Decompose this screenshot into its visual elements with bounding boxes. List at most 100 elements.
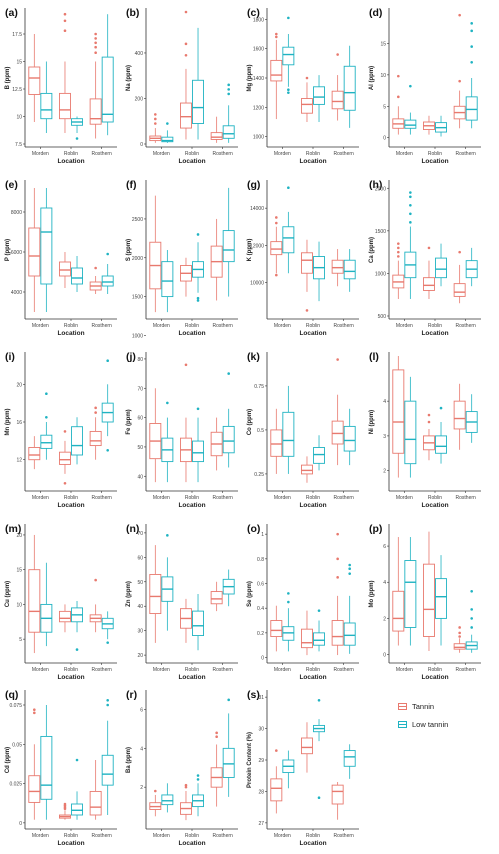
y-tick-label: 6: [383, 544, 386, 550]
box-iqr: [404, 560, 417, 628]
box-iqr: [343, 65, 356, 111]
y-tick-label: 400: [135, 51, 144, 57]
box-low-tannin-roblin: [192, 594, 204, 651]
chart-panel-f: (f) 1000 1500 2000 2500 S (ppm) Morden Roblin Ro…: [126, 179, 238, 339]
outlier-point: [154, 117, 157, 121]
box-low-tannin-morden: [40, 188, 53, 312]
box-iqr: [270, 241, 283, 256]
outlier-point: [227, 92, 230, 96]
box-iqr: [59, 451, 71, 465]
outlier-point: [196, 778, 200, 781]
chart-panel-s: (s) 27 28 29 30 31 Protein Content (%) Morden Ro…: [247, 689, 359, 847]
box-iqr: [301, 98, 313, 114]
x-tick-label: Roblin: [64, 833, 78, 839]
box-low-tannin-rosthern: [222, 698, 235, 797]
y-tick-label: 0.025: [9, 782, 22, 788]
y-tick-label: 0: [383, 136, 386, 142]
outlier-point: [275, 32, 278, 36]
outlier-point: [397, 95, 400, 99]
box-low-tannin-morden: [40, 705, 53, 820]
y-tick-label: 2000: [132, 256, 143, 262]
outlier-point: [470, 22, 473, 25]
box-low-tannin-roblin: [435, 555, 447, 646]
y-tick-label: 2: [140, 785, 143, 791]
box-iqr: [192, 79, 204, 124]
y-tick-label: 200: [135, 96, 144, 102]
x-tick-label: Rosthern: [92, 151, 113, 157]
outlier-point: [458, 13, 461, 17]
y-axis-label: Co (ppm): [247, 409, 253, 435]
y-axis-label: K (ppm): [247, 239, 253, 262]
box-tannin-morden: [28, 534, 41, 654]
chart-panel-k: (k) 0.25 0.5 0.75 Co (ppm) Morden Roblin Rosthe…: [247, 351, 359, 509]
outlier-point: [305, 76, 309, 80]
outlier-point: [227, 698, 230, 702]
x-tick-label: Roblin: [185, 667, 199, 673]
panel-label: (a): [5, 7, 18, 19]
y-tick-label: 29: [258, 758, 264, 764]
box-tannin-rosthern: [89, 406, 102, 460]
y-axis-label: Cd (ppm): [5, 747, 11, 773]
box-iqr: [40, 207, 53, 285]
box-low-tannin-morden: [161, 122, 174, 143]
y-tick-label: 15: [380, 41, 386, 47]
legend-swatch-tannin: [398, 702, 407, 710]
panel-label: (e): [5, 179, 18, 191]
box-iqr: [465, 96, 478, 121]
x-tick-label: Rosthern: [213, 323, 234, 329]
outlier-point: [458, 79, 461, 83]
box-iqr: [28, 447, 41, 461]
box-iqr: [28, 66, 41, 95]
box-tannin-roblin: [423, 413, 435, 461]
x-tick-label: Morden: [153, 495, 170, 501]
legend-item-tannin: Tannin: [398, 698, 498, 714]
box-iqr: [435, 435, 447, 454]
outlier-point: [196, 296, 200, 300]
outlier-point: [409, 84, 412, 88]
box-low-tannin-morden: [404, 191, 417, 299]
outlier-point: [75, 648, 79, 651]
outlier-point: [348, 563, 351, 567]
outlier-point: [305, 309, 309, 312]
box-low-tannin-roblin: [71, 758, 83, 820]
outlier-point: [184, 785, 188, 789]
outlier-point: [106, 448, 109, 452]
y-tick-label: 1400: [253, 76, 264, 82]
outlier-point: [336, 576, 339, 579]
chart-panel-q: (q) 0 0.025 0.05 0.075 Cd (ppm) Morden Roblin Ro…: [5, 689, 117, 847]
y-tick-label: 3: [383, 434, 386, 440]
box-low-tannin-morden: [404, 537, 417, 646]
outlier-point: [75, 137, 79, 140]
box-iqr: [192, 440, 204, 463]
y-tick-label: 15: [16, 60, 22, 66]
x-tick-label: Morden: [396, 667, 413, 673]
panel-label: (l): [369, 351, 379, 363]
y-tick-label: 0.6: [257, 582, 264, 588]
box-iqr: [392, 590, 405, 632]
box-iqr: [423, 563, 435, 637]
box-low-tannin-rosthern: [465, 394, 478, 443]
box-tannin-morden: [149, 388, 162, 483]
outlier-point: [63, 802, 67, 806]
y-tick-label: 20: [137, 653, 143, 659]
y-tick-label: 60: [137, 416, 143, 422]
x-tick-label: Rosthern: [334, 151, 355, 157]
y-axis-label: Protein Content (%): [247, 732, 253, 788]
y-tick-label: 2000: [375, 186, 386, 192]
y-tick-label: 12000: [250, 243, 264, 249]
outlier-point: [106, 703, 109, 707]
box-iqr: [404, 119, 417, 129]
box-iqr: [453, 400, 466, 430]
x-tick-label: Morden: [396, 323, 413, 329]
y-tick-label: 31: [258, 695, 264, 701]
x-axis-label: Location: [57, 502, 84, 509]
outlier-point: [317, 796, 321, 800]
outlier-point: [106, 359, 109, 363]
box-low-tannin-rosthern: [101, 14, 114, 136]
box-low-tannin-morden: [40, 61, 53, 133]
chart-panel-c: (c) 1000 1200 1400 1600 1800 Mg (ppm) Morden Rob…: [247, 7, 359, 165]
outlier-point: [106, 698, 109, 702]
outlier-point: [409, 221, 412, 224]
box-low-tannin-roblin: [192, 27, 204, 140]
